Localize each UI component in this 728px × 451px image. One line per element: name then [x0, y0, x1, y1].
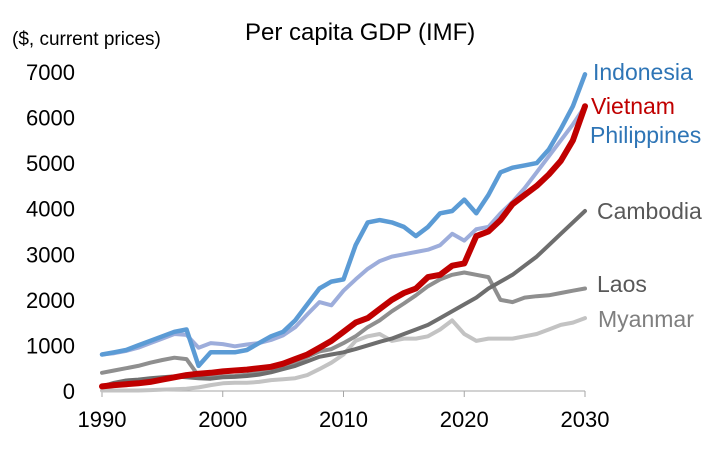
legend-label-philippines: Philippines — [590, 122, 701, 148]
x-tick-label: 2030 — [561, 407, 610, 432]
series-group — [99, 72, 588, 393]
x-tick-label: 2010 — [319, 407, 368, 432]
series-line-vietnam — [99, 103, 588, 390]
y-tick-label: 1000 — [26, 333, 75, 358]
series-line-cambodia — [100, 209, 587, 389]
series-line-indonesia — [99, 72, 588, 369]
legend-label-laos: Laos — [597, 271, 647, 297]
y-tick-label: 6000 — [26, 106, 75, 131]
y-axis-label: ($, current prices) — [12, 29, 161, 50]
series-line-laos — [100, 270, 587, 380]
legend-label-indonesia: Indonesia — [593, 59, 693, 85]
y-tick-label: 4000 — [26, 197, 75, 222]
y-tick-label: 5000 — [26, 151, 75, 176]
y-tick-label: 2000 — [26, 288, 75, 313]
x-tick-label: 2000 — [198, 407, 247, 432]
y-tick-label: 7000 — [26, 60, 75, 85]
x-tick-label: 2020 — [440, 407, 489, 432]
chart-title: Per capita GDP (IMF) — [245, 19, 475, 46]
y-tick-label: 3000 — [26, 242, 75, 267]
axes-group: 1990 2000 2010 2020 2030 0 1000 2000 3000 4000 500… — [26, 60, 609, 432]
legend-group: Indonesia Vietnam Philippines Cambodia Laos M… — [590, 59, 702, 332]
legend-label-myanmar: Myanmar — [598, 306, 694, 332]
series-line-philippines — [100, 104, 587, 357]
x-tick-label: 1990 — [78, 407, 127, 432]
y-tick-label: 0 — [63, 379, 75, 404]
series-line-myanmar — [100, 316, 587, 393]
legend-label-vietnam: Vietnam — [591, 93, 675, 119]
legend-label-cambodia: Cambodia — [597, 198, 702, 224]
